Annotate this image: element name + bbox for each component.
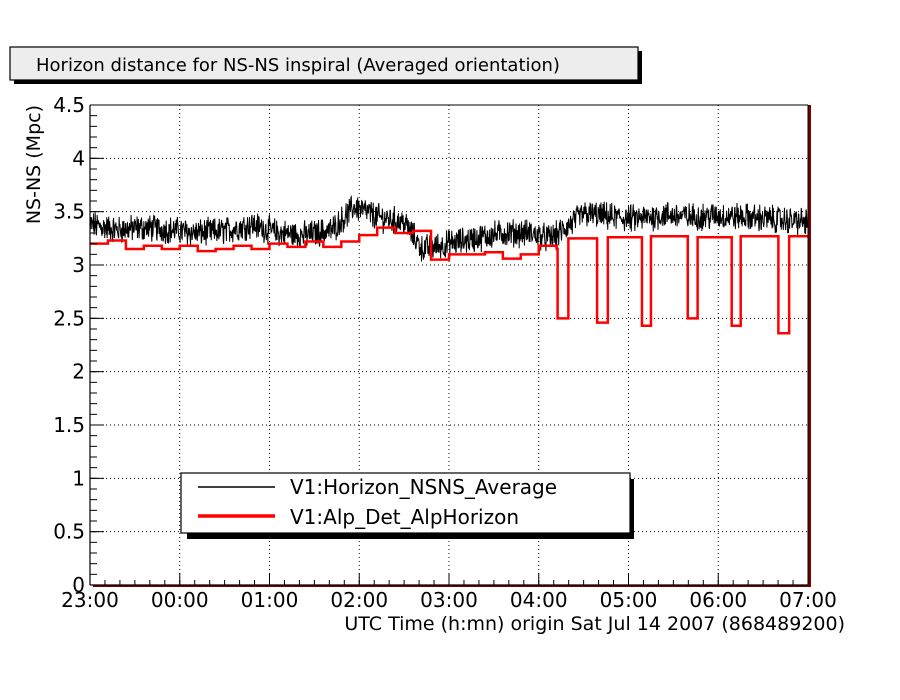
legend: V1:Horizon_NSNS_Average V1:Alp_Det_AlpHo… [180,472,634,539]
x-tick-label: 05:00 [600,588,658,612]
y-tick-label: 0.5 [53,520,85,544]
series-alp-det-alphorizon [90,226,808,335]
y-tick-label: 3.5 [53,200,85,224]
x-tick-label: 07:00 [779,588,837,612]
chart-title: Horizon distance for NS-NS inspiral (Ave… [36,55,560,76]
series-horizon-nsns-average [89,195,809,262]
x-tick-label: 00:00 [151,588,209,612]
y-tick-label: 4 [72,146,85,170]
y-tick-label: 0 [72,573,85,597]
y-tick-label: 1.5 [53,413,85,437]
x-tick-label: 01:00 [241,588,299,612]
y-axis-title: NS-NS (Mpc) [23,105,45,224]
y-tick-label: 1 [72,466,85,490]
legend-label-red: V1:Alp_Det_AlpHorizon [290,505,519,529]
axes [89,104,809,586]
y-tick-label: 2.5 [53,306,85,330]
y-tick-label: 3 [72,253,85,277]
chart-title-box: Horizon distance for NS-NS inspiral (Ave… [9,46,642,84]
y-tick-label: 4.5 [53,93,85,117]
x-tick-label: 04:00 [510,588,568,612]
x-tick-label: 06:00 [689,588,747,612]
series-layer [89,195,809,335]
y-tick-label: 2 [72,360,85,384]
x-tick-label: 03:00 [420,588,478,612]
x-tick-label: 02:00 [330,588,388,612]
title-box [9,46,639,81]
legend-box [180,472,631,534]
tick-labels: 23:00 00:00 01:00 02:00 03:00 04:00 05:00 06:00… [53,93,837,612]
legend-label-black: V1:Horizon_NSNS_Average [290,475,557,499]
x-tick-label: 23:00 [61,588,119,612]
x-axis-title: UTC Time (h:mn) origin Sat Jul 14 2007 (… [344,613,845,635]
